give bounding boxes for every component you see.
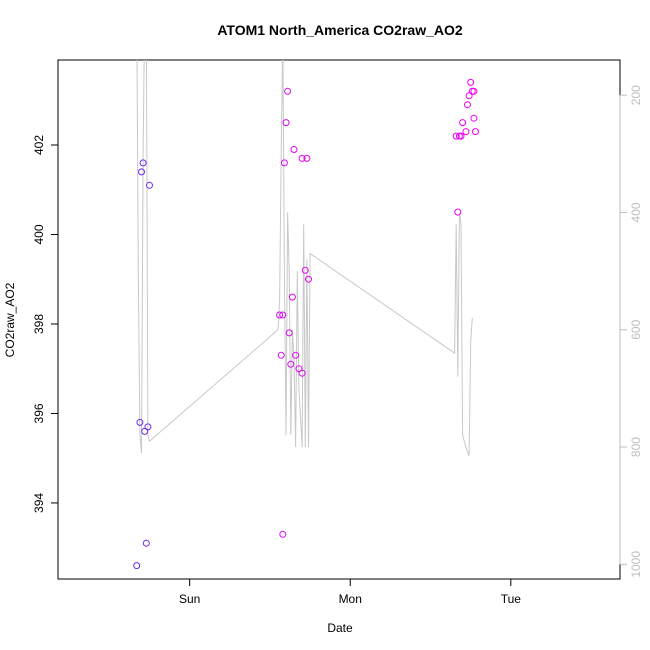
y-axis-left: 394 396 398 400 402: [32, 135, 59, 513]
data-point: [470, 87, 478, 95]
data-point: [276, 311, 284, 319]
line-layer: [136, 60, 473, 456]
data-point: [465, 92, 473, 100]
y-left-tick-label: 402: [32, 135, 46, 155]
data-point: [295, 365, 303, 373]
y-right-tick-label: 1000: [629, 551, 643, 578]
data-point: [462, 128, 470, 136]
y-right-tick-label: 600: [629, 319, 643, 339]
data-point: [298, 369, 306, 377]
x-axis: Sun Mon Tue: [179, 578, 522, 606]
data-point: [301, 266, 309, 274]
data-point: [452, 132, 460, 140]
data-point: [287, 360, 295, 368]
data-point: [305, 275, 312, 283]
data-point: [139, 159, 147, 167]
data-point: [290, 146, 298, 153]
data-point: [457, 132, 465, 140]
data-point: [303, 154, 311, 162]
data-point: [292, 351, 300, 359]
y-right-tick-label: 200: [629, 85, 643, 105]
data-point: [472, 128, 479, 136]
y-left-tick-label: 398: [32, 314, 46, 334]
data-point: [285, 329, 293, 337]
x-tick-label: Tue: [501, 592, 522, 606]
x-tick-label: Mon: [339, 592, 362, 606]
data-point: [280, 159, 288, 167]
series-line-right-axis: [136, 60, 473, 456]
data-point: [282, 119, 290, 127]
data-point: [464, 101, 471, 109]
data-point: [141, 427, 149, 435]
data-point: [459, 119, 467, 127]
y-left-tick-label: 394: [32, 493, 46, 513]
chart-title: ATOM1 North_America CO2raw_AO2: [217, 22, 463, 38]
y-right-tick-label: 800: [629, 437, 643, 457]
y-axis-label: CO2raw_AO2: [3, 282, 17, 357]
data-point: [142, 539, 150, 547]
y-left-tick-label: 396: [32, 403, 46, 423]
x-tick-label: Sun: [179, 592, 200, 606]
data-point: [470, 114, 478, 122]
data-point: [146, 181, 153, 189]
data-point: [277, 351, 285, 359]
data-point: [136, 418, 144, 426]
data-point: [144, 423, 152, 431]
data-point: [288, 293, 296, 301]
y-left-tick-label: 400: [32, 224, 46, 244]
y-right-tick-label: 400: [629, 202, 643, 222]
data-point: [279, 311, 287, 319]
data-point: [298, 154, 306, 162]
data-point: [284, 87, 292, 95]
x-axis-label: Date: [327, 621, 353, 635]
data-point: [138, 168, 145, 176]
data-point: [279, 530, 287, 538]
y-axis-right: 200 400 600 800 1000: [619, 85, 643, 578]
data-point: [133, 562, 141, 570]
data-point: [454, 208, 462, 216]
point-layer: [133, 78, 479, 570]
data-point: [467, 78, 475, 86]
